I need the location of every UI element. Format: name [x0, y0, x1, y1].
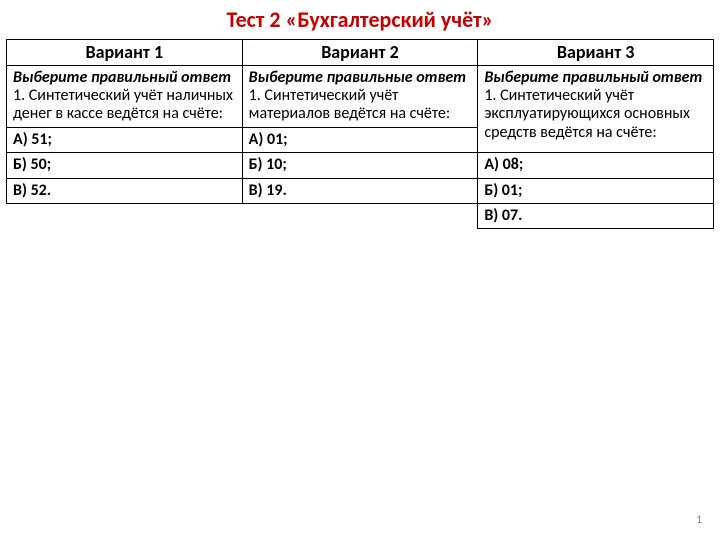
answer-col2-b: Б) 10; — [242, 153, 478, 178]
answer-col2-c: В) 19. — [242, 178, 478, 203]
test-table: Вариант 1 Вариант 2 Вариант 3 Выберите п… — [6, 39, 714, 229]
answer-col1-c: В) 52. — [7, 178, 243, 203]
col-header-3: Вариант 3 — [478, 40, 714, 66]
empty-col1 — [7, 204, 243, 229]
answer-col1-a: А) 51; — [7, 127, 243, 152]
question-col3: 1. Синтетический учёт эксплуатирующихся … — [484, 86, 690, 142]
prompt-col1: Выберите правильный ответ 1. Синтетическ… — [7, 65, 243, 127]
answer-col3-b: Б) 01; — [478, 178, 714, 203]
instruction-col3: Выберите правильный ответ — [484, 68, 702, 87]
col-header-1: Вариант 1 — [7, 40, 243, 66]
answer-row-4: В) 07. — [7, 204, 714, 229]
answer-col2-a: А) 01; — [242, 127, 478, 152]
col-header-2: Вариант 2 — [242, 40, 478, 66]
prompt-col2: Выберите правильные ответ 1. Синтетическ… — [242, 65, 478, 127]
header-row: Вариант 1 Вариант 2 Вариант 3 — [7, 40, 714, 66]
prompt-col3: Выберите правильный ответ 1. Синтетическ… — [478, 65, 714, 153]
question-col1: 1. Синтетический учёт наличных денег в к… — [13, 86, 233, 123]
question-col2: 1. Синтетический учёт материалов ведётся… — [249, 86, 450, 123]
answer-col1-b: Б) 50; — [7, 153, 243, 178]
page-number: 1 — [696, 513, 702, 526]
answer-col3-a: А) 08; — [478, 153, 714, 178]
page-title: Тест 2 «Бухгалтерский учёт» — [6, 6, 714, 33]
answer-row-3: В) 52. В) 19. Б) 01; — [7, 178, 714, 203]
prompt-row: Выберите правильный ответ 1. Синтетическ… — [7, 65, 714, 127]
answer-col3-c: В) 07. — [478, 204, 714, 229]
instruction-col1: Выберите правильный ответ — [13, 68, 231, 87]
empty-col2 — [242, 204, 478, 229]
answer-row-2: Б) 50; Б) 10; А) 08; — [7, 153, 714, 178]
instruction-col2: Выберите правильные ответ — [249, 68, 466, 87]
